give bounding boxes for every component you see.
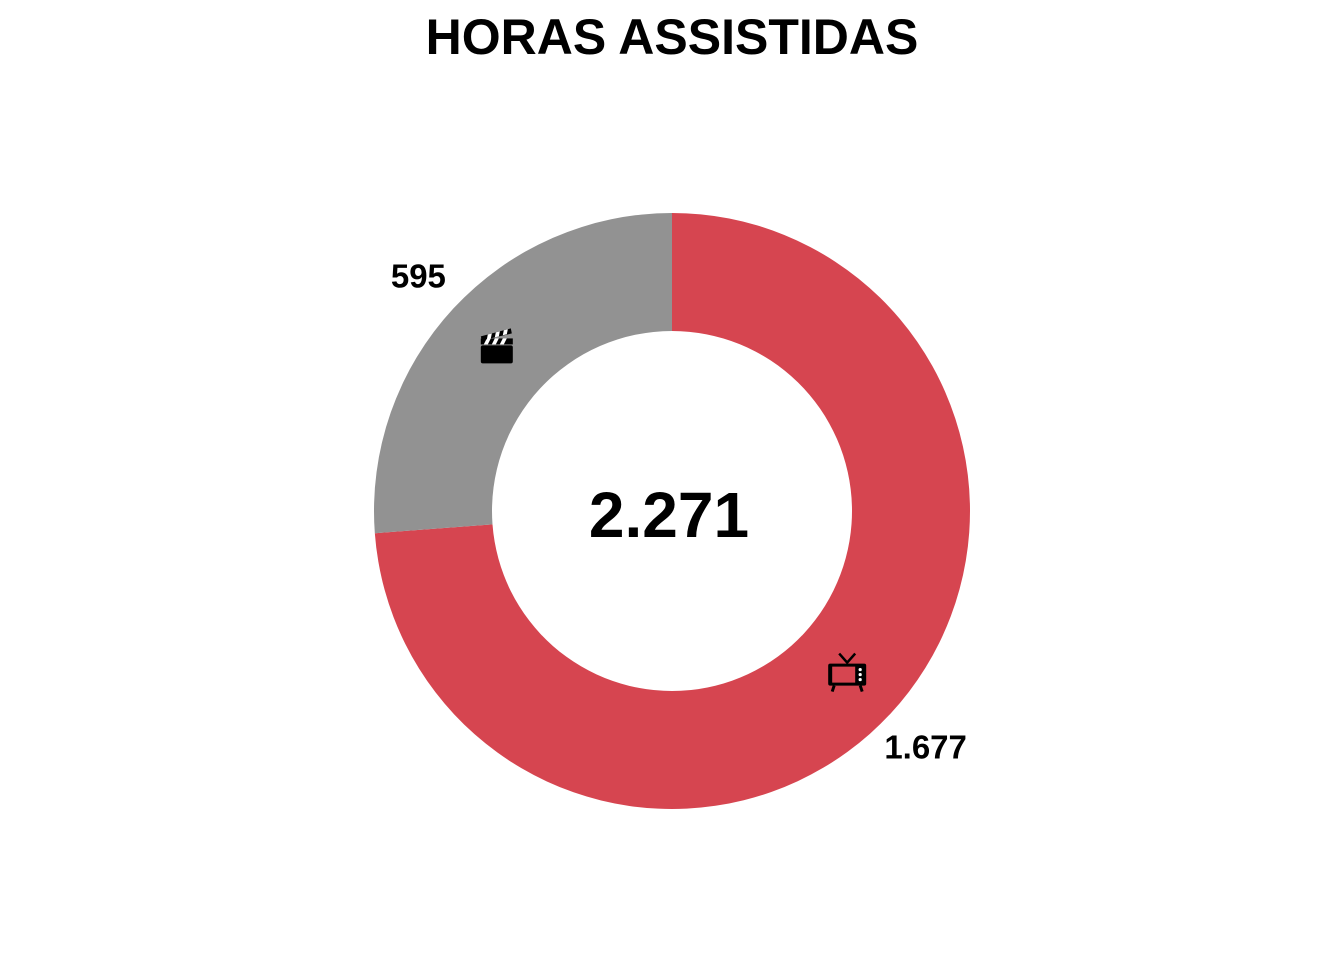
slice-icons (480, 328, 867, 693)
clapperboard-icon (480, 328, 513, 364)
chart-title: HORAS ASSISTIDAS (426, 9, 919, 65)
tv-icon (828, 652, 867, 693)
slice-value-label: 1.677 (884, 728, 967, 765)
donut-slice (374, 213, 971, 809)
slice-labels: 1.677 595 (391, 258, 967, 766)
center-total-label: 2.271 (589, 479, 749, 551)
slice-value-label: 595 (391, 258, 446, 295)
donut-slices (374, 213, 971, 809)
donut-slice (374, 213, 672, 534)
